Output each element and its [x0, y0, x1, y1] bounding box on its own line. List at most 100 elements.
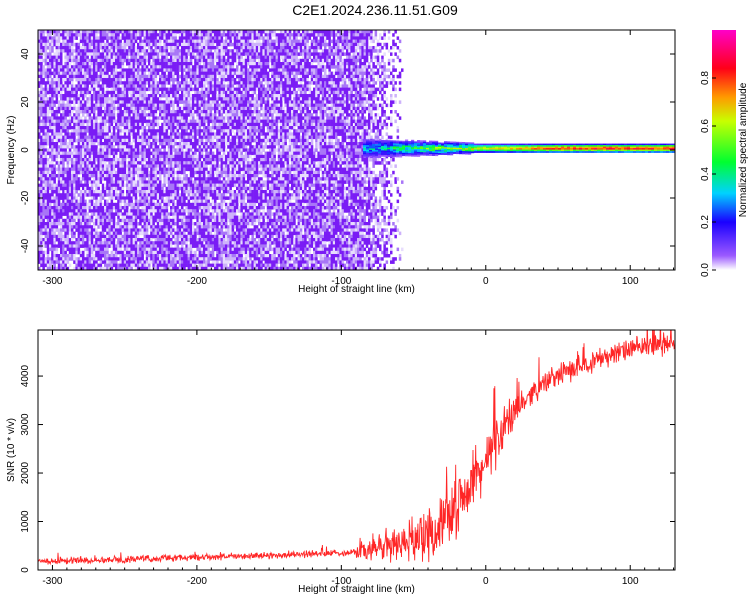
- heatmap-cell: [68, 180, 72, 184]
- heatmap-cell: [115, 202, 118, 207]
- heatmap-cell: [167, 183, 171, 188]
- heatmap-cell: [187, 62, 191, 66]
- heatmap-cell: [90, 97, 94, 101]
- heatmap-cell: [68, 174, 72, 178]
- heatmap-cell: [163, 55, 166, 60]
- heatmap-cell: [181, 212, 184, 216]
- heatmap-cell: [126, 30, 129, 34]
- heatmap-cell: [128, 238, 131, 242]
- heatmap-cell: [156, 42, 160, 47]
- heatmap-cell: [71, 46, 74, 50]
- heatmap-cell: [97, 94, 100, 98]
- heatmap-cell: [55, 100, 59, 104]
- heatmap-cell: [64, 190, 67, 194]
- heatmap-cell: [154, 49, 158, 53]
- heatmap-cell: [88, 100, 92, 104]
- heatmap-cell: [49, 186, 52, 191]
- heatmap-cell: [163, 103, 166, 108]
- heatmap-cell: [97, 103, 100, 108]
- heatmap-cell: [174, 100, 177, 104]
- heatmap-cell: [178, 238, 182, 242]
- heatmap-cell: [99, 103, 103, 108]
- heatmap-cell: [101, 110, 105, 114]
- heatmap-cell: [139, 87, 142, 92]
- heatmap-cell: [79, 138, 83, 143]
- heatmap-cell: [38, 49, 41, 53]
- heatmap-cell: [165, 49, 169, 53]
- heatmap-cell: [108, 103, 111, 108]
- heatmap-cell: [128, 84, 131, 88]
- heatmap-cell: [71, 206, 74, 210]
- heatmap-cell: [99, 52, 103, 56]
- heatmap-cell: [176, 158, 180, 162]
- heatmap-cell: [106, 106, 109, 111]
- heatmap-cell: [126, 138, 129, 143]
- heatmap-cell: [108, 68, 111, 72]
- heatmap-cell: [161, 87, 164, 92]
- heatmap-cell: [75, 132, 78, 136]
- heatmap-cell: [73, 190, 76, 194]
- heatmap-cell: [172, 52, 175, 56]
- heatmap-cell: [189, 58, 193, 63]
- heatmap-cell: [145, 52, 149, 56]
- heatmap-cell: [66, 218, 70, 223]
- heatmap-cell: [119, 228, 122, 232]
- heatmap-cell: [86, 122, 89, 127]
- heatmap-cell: [44, 58, 48, 63]
- heatmap-cell: [40, 167, 43, 172]
- heatmap-cell: [53, 145, 56, 149]
- heatmap-cell: [95, 202, 98, 207]
- heatmap-cell: [55, 84, 59, 88]
- heatmap-cell: [139, 145, 142, 149]
- heatmap-cell: [172, 122, 175, 127]
- heatmap-cell: [163, 132, 166, 136]
- heatmap-cell: [104, 161, 107, 165]
- heatmap-cell: [152, 222, 155, 226]
- heatmap-cell: [128, 222, 131, 226]
- heatmap-cell: [187, 74, 191, 79]
- heatmap-cell: [46, 263, 50, 268]
- heatmap-cell: [154, 266, 158, 270]
- heatmap-cell: [119, 241, 122, 245]
- heatmap-cell: [66, 247, 70, 252]
- heatmap-cell: [60, 113, 63, 117]
- heatmap-cell: [121, 158, 125, 162]
- heatmap-cell: [174, 180, 177, 184]
- heatmap-cell: [73, 247, 76, 252]
- heatmap-cell: [99, 62, 103, 66]
- heatmap-cell: [84, 174, 87, 178]
- heatmap-cell: [60, 177, 63, 181]
- heatmap-cell: [174, 52, 177, 56]
- heatmap-cell: [106, 154, 109, 159]
- heatmap-cell: [159, 81, 162, 85]
- heatmap-cell: [156, 129, 160, 133]
- heatmap-cell: [90, 206, 94, 210]
- heatmap-cell: [159, 87, 162, 92]
- heatmap-cell: [99, 234, 103, 239]
- heatmap-cell: [183, 113, 186, 117]
- heatmap-cell: [163, 183, 166, 188]
- heatmap-cell: [139, 254, 142, 258]
- heatmap-cell: [126, 81, 129, 85]
- heatmap-cell: [88, 129, 92, 133]
- heatmap-cell: [132, 215, 136, 220]
- heatmap-cell: [46, 174, 50, 178]
- heatmap-cell: [178, 33, 182, 37]
- heatmap-cell: [189, 62, 193, 66]
- heatmap-cell: [53, 84, 56, 88]
- heatmap-cell: [73, 225, 76, 229]
- heatmap-cell: [71, 215, 74, 220]
- heatmap-cell: [170, 42, 173, 47]
- heatmap-cell: [170, 55, 173, 60]
- heatmap-cell: [150, 68, 153, 72]
- heatmap-cell: [159, 62, 162, 66]
- heatmap-cell: [154, 250, 158, 255]
- heatmap-cell: [68, 167, 72, 172]
- heatmap-cell: [73, 222, 76, 226]
- heatmap-cell: [128, 49, 131, 53]
- heatmap-cell: [189, 94, 193, 98]
- heatmap-cell: [44, 241, 48, 245]
- heatmap-cell: [178, 260, 182, 264]
- heatmap-cell: [55, 225, 59, 229]
- heatmap-cell: [132, 132, 136, 136]
